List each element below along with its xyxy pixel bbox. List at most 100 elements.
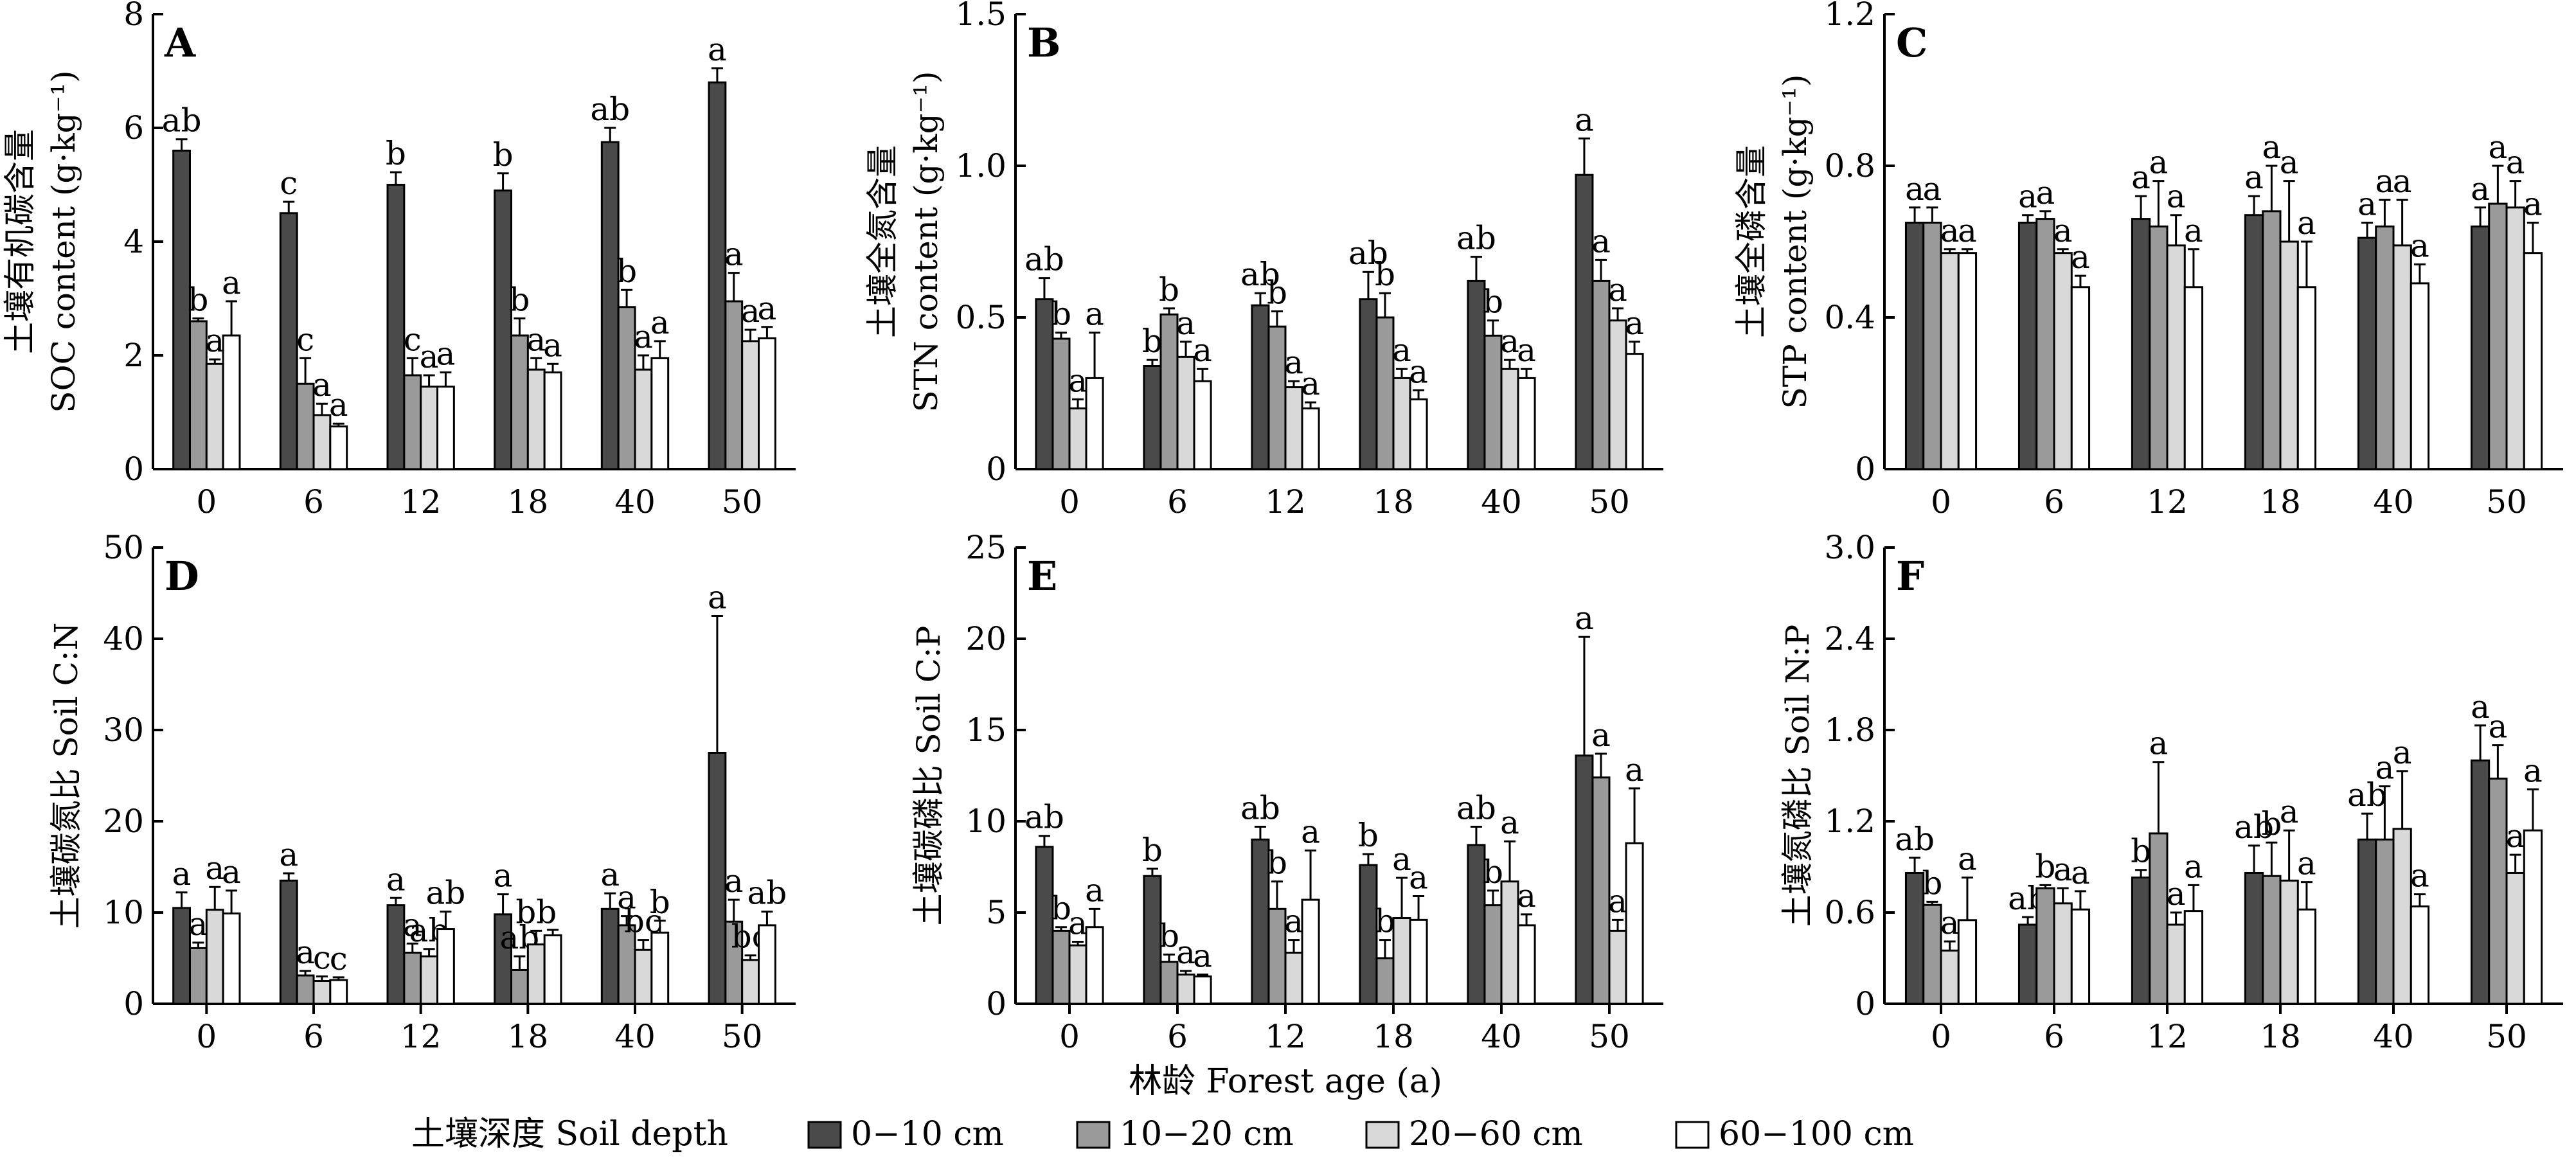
bar	[403, 374, 422, 470]
significance-label: a	[724, 862, 744, 900]
bar	[617, 306, 636, 470]
significance-label: a	[724, 236, 744, 273]
bar	[2488, 778, 2508, 1005]
significance-label: ab	[590, 91, 630, 128]
bar	[2296, 286, 2317, 470]
y-tick-label: 0	[1855, 450, 1875, 488]
bar	[2488, 202, 2508, 470]
panel-letter: B	[1027, 19, 1060, 66]
bar	[526, 368, 546, 470]
y-tick-label: 0	[986, 985, 1006, 1022]
x-tick-label: 18	[508, 1018, 549, 1055]
significance-label: a	[1575, 102, 1594, 139]
significance-label: a	[2506, 817, 2525, 855]
significance-label: a	[2506, 144, 2525, 181]
significance-label: a	[2167, 875, 2186, 913]
bar	[1159, 961, 1179, 1005]
bar	[1359, 298, 1378, 470]
bar	[2070, 286, 2091, 470]
bar	[1409, 918, 1428, 1005]
significance-label: a	[741, 292, 760, 330]
significance-label: a	[1176, 934, 1195, 971]
bar	[205, 362, 224, 470]
bar	[172, 149, 191, 470]
bar	[2149, 225, 2169, 470]
panel-letter: A	[164, 19, 196, 66]
significance-label: a	[2410, 857, 2429, 895]
bar	[1940, 949, 1960, 1005]
significance-label: b	[1483, 283, 1503, 321]
bar	[2131, 877, 2151, 1005]
y-tick-label: 15	[965, 711, 1006, 749]
bar	[1591, 776, 1611, 1005]
significance-label: ab	[162, 102, 202, 139]
x-tick-label: 40	[614, 483, 656, 521]
bar	[510, 334, 529, 470]
significance-label: a	[2053, 212, 2073, 249]
bar	[2017, 222, 2038, 470]
significance-label: a	[1392, 841, 1411, 878]
bar	[1193, 380, 1212, 470]
bar	[2505, 871, 2525, 1005]
significance-label: a	[403, 906, 422, 943]
bar	[172, 907, 191, 1005]
y-tick-label: 25	[965, 529, 1006, 566]
panel-letter: F	[1896, 553, 1924, 600]
bar	[1375, 957, 1395, 1005]
significance-label: b	[2131, 833, 2151, 870]
y-tick-label: 1.8	[1824, 711, 1875, 749]
x-tick-label: 50	[2486, 483, 2527, 521]
y-tick-label: 10	[103, 894, 144, 931]
significance-label: a	[189, 905, 208, 943]
bar	[650, 357, 670, 470]
y-axis-title: 土壤碳氮比 Soil C:N	[48, 623, 85, 929]
significance-label: a	[1940, 212, 1960, 249]
bar	[2262, 210, 2282, 470]
x-tick-label: 6	[1167, 483, 1188, 521]
x-tick-label: 40	[2373, 483, 2414, 521]
bar	[1517, 377, 1536, 470]
bar	[1904, 871, 1925, 1005]
bar	[312, 414, 332, 470]
bar	[189, 320, 208, 470]
y-axis-title: 土壤氮磷比 Soil N:P	[1779, 625, 1816, 927]
bar	[2523, 829, 2543, 1005]
bar	[2392, 244, 2412, 470]
significance-label: a	[758, 290, 777, 327]
x-tick-label: 0	[1931, 1018, 1951, 1055]
x-tick-label: 50	[722, 1018, 763, 1055]
significance-label: a	[1301, 813, 1320, 850]
significance-label: ab	[1024, 799, 1064, 836]
significance-label: a	[2184, 848, 2203, 885]
legend-label: 0−10 cm	[851, 1115, 1004, 1154]
bar	[2410, 282, 2430, 470]
legend-swatch	[807, 1121, 842, 1149]
significance-label: a	[2471, 688, 2490, 726]
significance-label: b	[1922, 864, 1942, 902]
significance-label: a	[600, 856, 620, 893]
bar	[2523, 252, 2543, 470]
bar	[1035, 846, 1054, 1005]
y-tick-label: 1.2	[1824, 803, 1875, 840]
bar	[420, 955, 439, 1005]
significance-label: b	[188, 281, 208, 318]
legend-label: 20−60 cm	[1409, 1115, 1583, 1154]
significance-label: a	[1517, 332, 1536, 369]
bar	[2017, 923, 2038, 1005]
significance-label: ab	[1456, 220, 1496, 257]
bar	[1176, 974, 1195, 1005]
x-tick-label: 0	[196, 483, 217, 521]
bar	[526, 943, 546, 1005]
y-tick-label: 0	[986, 450, 1006, 488]
significance-label: c	[280, 165, 298, 202]
significance-label: a	[2131, 159, 2151, 196]
bar	[1500, 368, 1519, 470]
significance-label: a	[2184, 212, 2203, 249]
x-tick-label: 12	[2147, 483, 2188, 521]
significance-label: a	[2297, 845, 2316, 882]
significance-label: a	[329, 386, 348, 423]
legend-label: 10−20 cm	[1120, 1115, 1294, 1154]
significance-label: a	[1392, 332, 1411, 369]
